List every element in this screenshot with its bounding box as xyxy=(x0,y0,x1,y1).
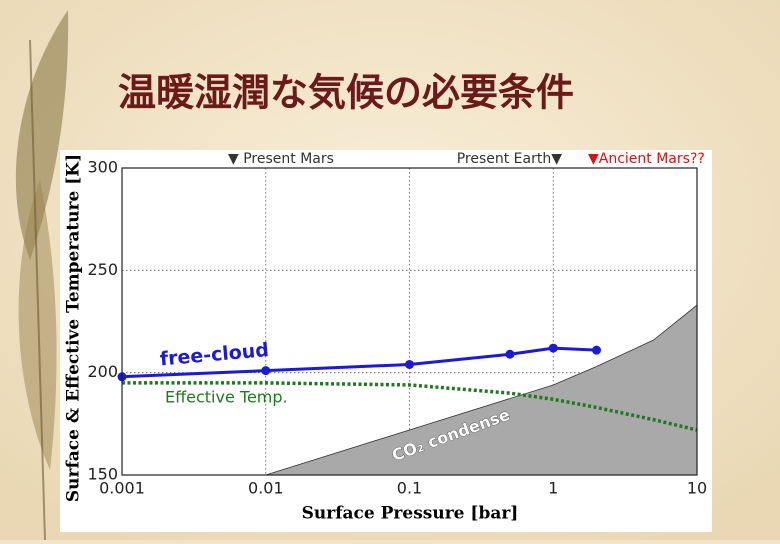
x-tick-label: 0.001 xyxy=(99,479,145,498)
plot-frame xyxy=(121,167,698,476)
x-tick-label: 1 xyxy=(548,479,558,498)
leaf xyxy=(15,10,69,260)
x-axis-label: Surface Pressure [bar] xyxy=(302,504,519,524)
y-axis-label: Surface & Effective Temperature [K] xyxy=(64,154,84,502)
series-label: Effective Temp. xyxy=(165,388,288,407)
annotation: ▼ Present Mars xyxy=(228,151,334,167)
series-line xyxy=(122,381,698,432)
series-marker xyxy=(261,366,271,376)
series-marker xyxy=(592,345,602,355)
annotation: ▼Ancient Mars?? xyxy=(588,151,705,167)
series-line xyxy=(121,346,597,379)
slide-title: 温暖湿潤な気候の必要条件 xyxy=(118,71,574,115)
y-tick-label: 300 xyxy=(87,158,118,177)
y-tick-label: 150 xyxy=(87,465,118,484)
y-tick-label: 200 xyxy=(87,362,118,381)
series-marker xyxy=(505,349,515,359)
x-tick-label: 0.1 xyxy=(397,479,422,498)
leaf-stem xyxy=(29,39,46,541)
series-marker xyxy=(548,343,558,353)
y-tick-label: 250 xyxy=(87,260,118,279)
annotation: Present Earth▼ xyxy=(457,151,563,167)
x-tick-label: 10 xyxy=(687,479,707,498)
series-marker xyxy=(405,359,414,369)
x-tick-label: 0.01 xyxy=(248,479,284,498)
